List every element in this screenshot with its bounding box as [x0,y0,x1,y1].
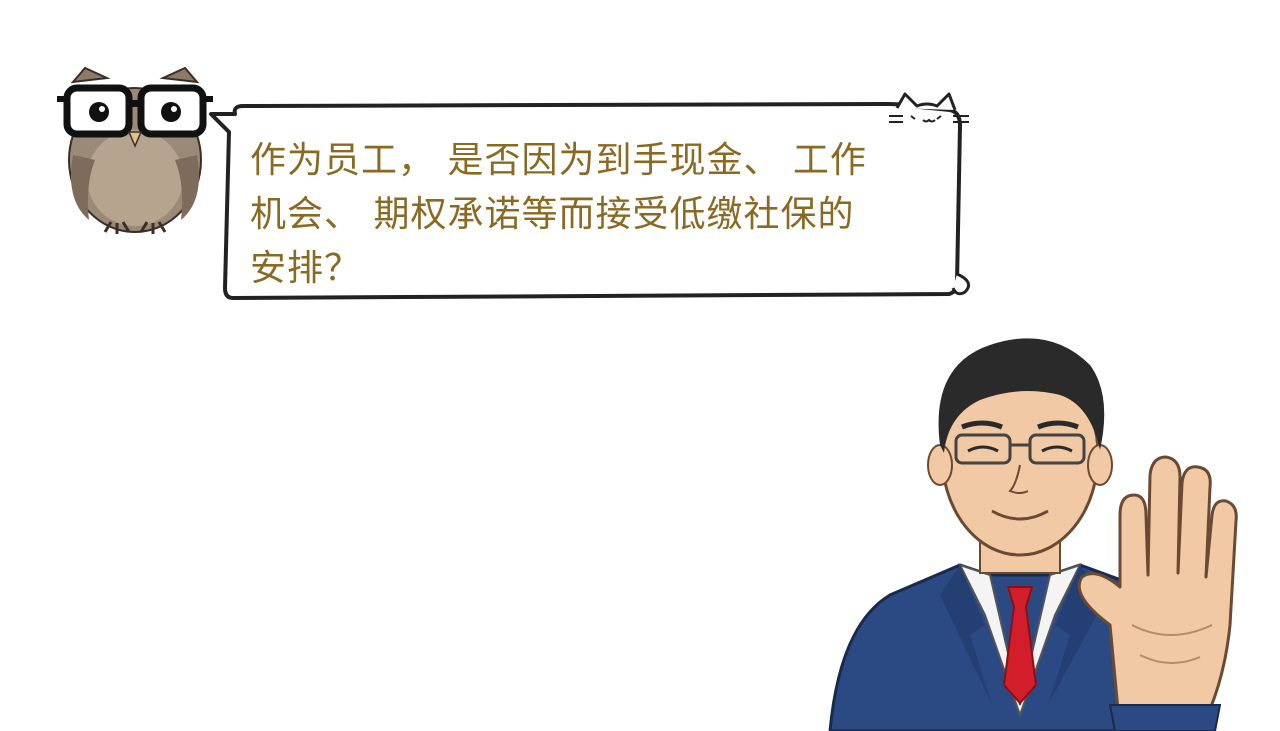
speech-bubble [209,92,971,300]
speech-line-2: 机会、 期权承诺等而接受低缴社保的 [250,194,855,235]
cat-ears-icon [889,92,969,123]
speech-bubble-text: 作为员工， 是否因为到手现金、 工作 机会、 期权承诺等而接受低缴社保的 安排？ [250,134,940,296]
speech-line-3: 安排？ [250,248,362,289]
speech-line-1: 作为员工， 是否因为到手现金、 工作 [250,140,867,181]
owl-with-glasses-icon [57,66,213,234]
businessman-stop-gesture-icon [828,338,1238,731]
